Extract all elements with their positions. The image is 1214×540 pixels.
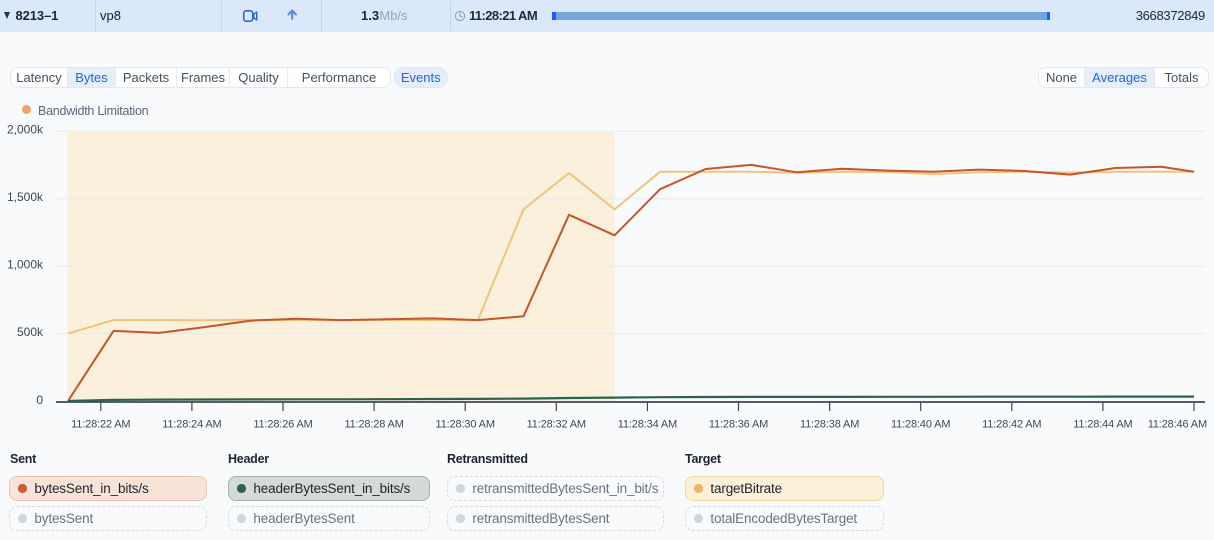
svg-text:11:28:24 AM: 11:28:24 AM	[162, 419, 221, 431]
svg-text:1,000k: 1,000k	[7, 258, 44, 272]
svg-text:11:28:42 AM: 11:28:42 AM	[982, 419, 1041, 431]
svg-text:11:28:36 AM: 11:28:36 AM	[709, 419, 768, 431]
svg-text:11:28:38 AM: 11:28:38 AM	[800, 419, 859, 431]
svg-text:11:28:32 AM: 11:28:32 AM	[527, 419, 586, 431]
svg-text:11:28:40 AM: 11:28:40 AM	[891, 419, 950, 431]
svg-text:11:28:26 AM: 11:28:26 AM	[253, 419, 312, 431]
svg-text:11:28:46 AM: 11:28:46 AM	[1148, 419, 1207, 431]
svg-text:2,000k: 2,000k	[7, 123, 44, 137]
svg-text:11:28:28 AM: 11:28:28 AM	[344, 419, 403, 431]
svg-text:11:28:22 AM: 11:28:22 AM	[71, 419, 130, 431]
svg-text:1,500k: 1,500k	[7, 190, 44, 204]
svg-text:0: 0	[36, 393, 43, 407]
svg-text:11:28:34 AM: 11:28:34 AM	[618, 419, 677, 431]
svg-text:500k: 500k	[17, 325, 44, 339]
svg-text:11:28:30 AM: 11:28:30 AM	[436, 419, 495, 431]
svg-text:11:28:44 AM: 11:28:44 AM	[1073, 419, 1132, 431]
